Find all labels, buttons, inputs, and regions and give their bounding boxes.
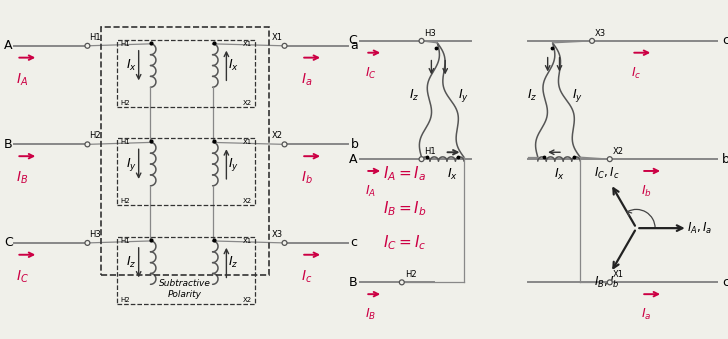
Text: $I_z$: $I_z$ bbox=[229, 255, 239, 270]
Text: A: A bbox=[349, 153, 357, 166]
Circle shape bbox=[282, 43, 287, 48]
Text: H1: H1 bbox=[120, 139, 130, 145]
Text: H3: H3 bbox=[424, 29, 436, 38]
Circle shape bbox=[282, 142, 287, 147]
Text: X2: X2 bbox=[272, 132, 282, 140]
Circle shape bbox=[419, 38, 424, 43]
Text: $I_y$: $I_y$ bbox=[126, 156, 137, 173]
Text: $I_B,I_b$: $I_B,I_b$ bbox=[594, 275, 620, 290]
Bar bbox=[101, 27, 269, 276]
Text: b: b bbox=[351, 138, 358, 151]
Text: X2: X2 bbox=[243, 297, 252, 303]
Circle shape bbox=[419, 157, 424, 162]
Text: X2: X2 bbox=[243, 100, 252, 106]
Text: X1: X1 bbox=[242, 41, 252, 47]
Bar bbox=[117, 40, 255, 107]
Text: $I_x$: $I_x$ bbox=[553, 167, 564, 182]
Text: H2: H2 bbox=[120, 297, 130, 303]
Text: X1: X1 bbox=[242, 139, 252, 145]
Text: X3: X3 bbox=[272, 230, 282, 239]
Text: H1: H1 bbox=[120, 238, 130, 244]
Text: c: c bbox=[351, 236, 357, 250]
Text: c: c bbox=[722, 276, 728, 289]
Text: $I_b$: $I_b$ bbox=[301, 170, 313, 186]
Text: X1: X1 bbox=[272, 33, 282, 42]
Circle shape bbox=[400, 280, 404, 285]
Text: $I_A$: $I_A$ bbox=[365, 184, 376, 199]
Text: X3: X3 bbox=[595, 29, 606, 38]
Text: $I_B$: $I_B$ bbox=[365, 307, 376, 322]
Text: H2: H2 bbox=[120, 100, 130, 106]
Circle shape bbox=[607, 280, 612, 285]
Text: $I_y$: $I_y$ bbox=[229, 156, 240, 173]
Text: H3: H3 bbox=[90, 230, 101, 239]
Text: $I_c$: $I_c$ bbox=[301, 268, 312, 285]
Text: $I_C,I_c$: $I_C,I_c$ bbox=[594, 166, 620, 181]
Text: $I_A = I_a$: $I_A = I_a$ bbox=[383, 165, 427, 183]
Circle shape bbox=[282, 240, 287, 245]
Text: $I_c$: $I_c$ bbox=[631, 65, 642, 81]
Text: A: A bbox=[4, 39, 12, 52]
Text: $I_A,I_a$: $I_A,I_a$ bbox=[687, 221, 712, 236]
Text: C: C bbox=[4, 236, 12, 250]
Bar bbox=[117, 138, 255, 205]
Text: $I_z$: $I_z$ bbox=[126, 255, 137, 270]
Text: H2: H2 bbox=[405, 271, 416, 279]
Circle shape bbox=[607, 157, 612, 162]
Text: $I_b$: $I_b$ bbox=[641, 184, 652, 199]
Circle shape bbox=[85, 142, 90, 147]
Text: C: C bbox=[349, 34, 357, 47]
Text: $I_z$: $I_z$ bbox=[527, 87, 537, 103]
Text: H2: H2 bbox=[120, 199, 130, 204]
Circle shape bbox=[85, 240, 90, 245]
Text: $I_x$: $I_x$ bbox=[126, 58, 137, 73]
Text: H1: H1 bbox=[120, 41, 130, 47]
Text: H1: H1 bbox=[90, 33, 101, 42]
Text: $I_z$: $I_z$ bbox=[409, 87, 419, 103]
Circle shape bbox=[85, 43, 90, 48]
Text: $I_a$: $I_a$ bbox=[641, 307, 652, 322]
Text: b: b bbox=[722, 153, 728, 166]
Text: X2: X2 bbox=[243, 199, 252, 204]
Text: Subtractive
Polarity: Subtractive Polarity bbox=[159, 279, 211, 299]
Text: $I_B$: $I_B$ bbox=[17, 170, 28, 186]
Text: $I_x$: $I_x$ bbox=[447, 167, 458, 182]
Text: H2: H2 bbox=[90, 132, 101, 140]
Circle shape bbox=[590, 38, 595, 43]
Text: X1: X1 bbox=[242, 238, 252, 244]
Text: B: B bbox=[349, 276, 357, 289]
Text: $I_y$: $I_y$ bbox=[572, 86, 583, 104]
Text: $I_B = I_b$: $I_B = I_b$ bbox=[383, 199, 427, 218]
Text: X1: X1 bbox=[613, 271, 624, 279]
Bar bbox=[117, 237, 255, 304]
Text: $I_C = I_c$: $I_C = I_c$ bbox=[383, 234, 427, 252]
Text: $I_C$: $I_C$ bbox=[365, 65, 377, 81]
Text: X2: X2 bbox=[613, 147, 624, 156]
Text: $I_x$: $I_x$ bbox=[229, 58, 240, 73]
Text: H1: H1 bbox=[424, 147, 436, 156]
Text: c: c bbox=[722, 34, 728, 47]
Text: $I_C$: $I_C$ bbox=[17, 268, 29, 285]
Text: $I_y$: $I_y$ bbox=[459, 86, 470, 104]
Text: $I_a$: $I_a$ bbox=[301, 72, 313, 88]
Text: a: a bbox=[351, 39, 358, 52]
Text: $I_A$: $I_A$ bbox=[17, 72, 28, 88]
Text: B: B bbox=[4, 138, 12, 151]
